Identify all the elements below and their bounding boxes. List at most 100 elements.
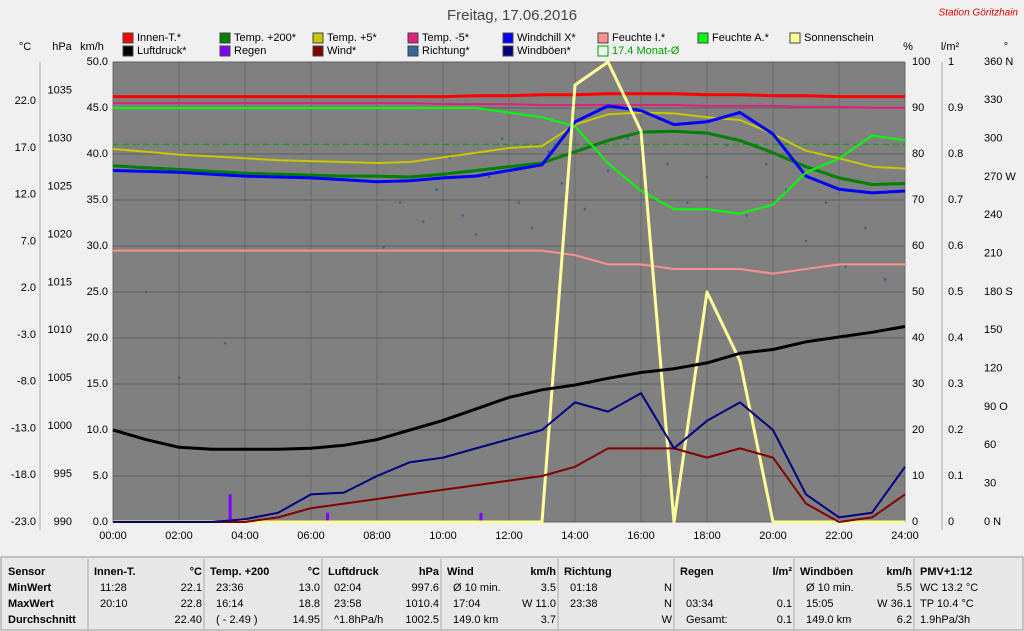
stats-group-unit: l/m² [772, 566, 792, 578]
legend-swatch [407, 45, 419, 57]
direction-dot [530, 226, 534, 230]
y-tick-label: 50.0 [87, 56, 108, 68]
y-tick-label: 60 [984, 439, 996, 451]
y-tick-label: 0.6 [948, 240, 963, 252]
rain-bar [228, 494, 232, 522]
legend-label: Richtung* [422, 45, 470, 57]
legend-label: Temp. +200* [234, 32, 297, 44]
y-tick-label: 25.0 [87, 286, 108, 298]
legend-label: Wind* [327, 45, 357, 57]
legend-label: 17.4 Monat-Ø [612, 45, 680, 57]
x-tick-label: 18:00 [693, 530, 721, 542]
y-tick-label: 0.2 [948, 424, 963, 436]
direction-dot [844, 265, 847, 268]
legend-label: Regen [234, 45, 266, 57]
axis-unit: km/h [80, 41, 104, 53]
y-tick-label: 1000 [48, 420, 72, 432]
stats-cell: 23:36 [216, 582, 244, 594]
direction-dot [421, 220, 425, 224]
stats-group-unit: °C [190, 566, 202, 578]
stats-cell: 23:38 [570, 598, 598, 610]
series-line [112, 325, 906, 451]
direction-dot [666, 162, 669, 166]
y-tick-label: 60 [912, 240, 924, 252]
stats-group-title: Temp. +200 [210, 566, 269, 578]
x-tick-label: 02:00 [165, 530, 193, 542]
y-tick-label: 330 [984, 94, 1002, 106]
stats-cell: Gesamt: [686, 614, 728, 626]
legend-swatch [697, 32, 709, 44]
y-tick-label: 120 [984, 363, 1002, 375]
legend-swatch [502, 32, 514, 44]
stats-cell: ^1.8hPa/h [334, 614, 383, 626]
stats-cell: 22.8 [181, 598, 202, 610]
direction-dot [883, 277, 887, 281]
y-tick-label: -13.0 [11, 422, 36, 434]
stats-group-title: PMV+1:12 [920, 566, 972, 578]
direction-dot [144, 290, 148, 294]
stats-group-unit: km/h [886, 566, 912, 578]
y-tick-label: 15.0 [87, 378, 108, 390]
stats-group-title: Luftdruck [328, 566, 380, 578]
y-tick-label: 2.0 [21, 282, 36, 294]
y-tick-label: 270 W [984, 171, 1016, 183]
stats-group-title: Richtung [564, 566, 612, 578]
stats-cell: 03:34 [686, 598, 714, 610]
axis-unit: hPa [52, 41, 72, 53]
legend-swatch [597, 45, 609, 57]
legend-swatch [219, 32, 231, 44]
direction-dot [501, 137, 504, 140]
y-tick-label: 40.0 [87, 148, 108, 160]
x-tick-label: 12:00 [495, 530, 523, 542]
series-line [113, 92, 905, 99]
stats-cell: 11:28 [100, 582, 127, 594]
series-line [112, 129, 906, 186]
direction-dot [461, 214, 465, 217]
y-tick-label: 240 [984, 209, 1002, 221]
stats-group-title: Wind [447, 566, 474, 578]
y-tick-label: 0.5 [948, 286, 963, 298]
stats-cell: Ø 10 min. [453, 582, 501, 594]
axis-unit: °C [19, 41, 31, 53]
y-tick-label: 995 [54, 468, 72, 480]
y-tick-label: 0 N [984, 516, 1001, 528]
y-tick-label: 5.0 [93, 470, 108, 482]
stats-cell: TP 10.4 °C [920, 598, 974, 610]
legend-swatch [122, 32, 134, 44]
x-tick-label: 20:00 [759, 530, 787, 542]
y-tick-label: 50 [912, 286, 924, 298]
direction-dot [705, 175, 709, 179]
legend-swatch [219, 45, 231, 57]
axis-unit: ° [1004, 41, 1008, 53]
y-tick-label: 210 [984, 248, 1002, 260]
direction-dot [547, 150, 550, 153]
y-tick-label: -18.0 [11, 469, 36, 481]
x-tick-label: 04:00 [231, 530, 259, 542]
stats-cell: 1.9hPa/3h [920, 614, 970, 626]
stats-cell: 20:10 [100, 598, 128, 610]
stats-cell: 1002.5 [405, 614, 439, 626]
series-line [113, 447, 906, 523]
direction-dot [382, 245, 385, 249]
direction-dot [487, 175, 491, 179]
legend-swatch [407, 32, 419, 44]
y-tick-label: 0.7 [948, 194, 963, 206]
direction-dot [745, 214, 748, 217]
direction-dot [864, 226, 867, 230]
stats-cell: W 36.1 [877, 598, 912, 610]
stats-cell: 22.40 [174, 614, 202, 626]
y-tick-label: 20 [912, 424, 924, 436]
stats-cell: Ø 10 min. [806, 582, 854, 594]
direction-dot [626, 137, 630, 140]
stats-group-unit: °C [308, 566, 320, 578]
stats-group-unit: hPa [419, 566, 440, 578]
y-tick-label: 100 [912, 56, 930, 68]
y-tick-label: 30 [984, 478, 996, 490]
y-tick-label: 1015 [48, 276, 72, 288]
stats-cell: N [664, 598, 672, 610]
stats-cell: 149.0 km [806, 614, 851, 626]
stats-cell: ( - 2.49 ) [216, 614, 258, 626]
y-tick-label: 30.0 [87, 240, 108, 252]
rain-bar [326, 512, 329, 522]
x-tick-label: 00:00 [99, 530, 127, 542]
